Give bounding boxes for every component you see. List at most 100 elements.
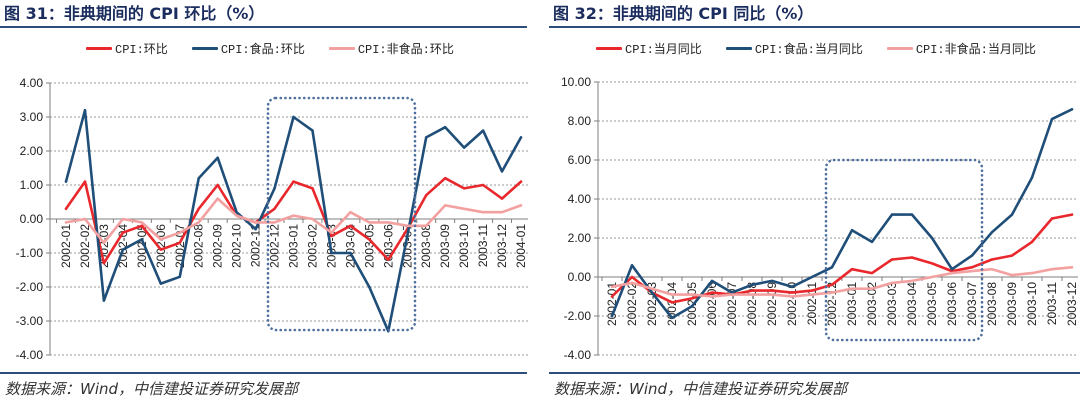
data-point: [481, 129, 485, 132]
x-tick-label: 2002-02: [625, 282, 639, 326]
header-rule: [549, 26, 1080, 28]
data-point: [710, 279, 714, 283]
y-tick-label: 1.00: [20, 178, 44, 192]
data-point: [810, 293, 814, 296]
data-point: [830, 266, 834, 269]
data-point: [950, 268, 954, 271]
legend-swatch-line: [596, 46, 622, 50]
data-point: [970, 254, 974, 257]
x-tick-label: 2003-08: [985, 282, 999, 326]
data-point: [311, 129, 314, 132]
data-point: [83, 180, 87, 183]
data-point: [349, 211, 352, 214]
data-point: [330, 251, 333, 255]
data-point: [1050, 217, 1054, 220]
data-point: [710, 295, 714, 298]
data-point: [1070, 108, 1074, 111]
series-1: [610, 108, 1074, 320]
x-tick-label: 2002-04: [665, 282, 679, 326]
x-tick-label: 2003-10: [457, 224, 471, 268]
x-tick-label: 2003-11: [476, 224, 490, 267]
x-tick-label: 2004-01: [514, 224, 528, 268]
data-point: [519, 180, 523, 183]
data-point: [197, 177, 200, 180]
data-point: [425, 136, 428, 139]
data-point: [890, 281, 894, 285]
data-point: [910, 256, 914, 259]
x-tick-label: 2003-06: [381, 224, 395, 268]
x-tick-label: 2002-10: [230, 224, 244, 268]
data-point: [750, 283, 754, 286]
data-point: [64, 221, 68, 224]
x-tick-label: 2003-01: [287, 224, 301, 268]
x-tick-label: 2003-04: [905, 282, 919, 326]
data-point: [1030, 240, 1034, 244]
data-point: [178, 231, 181, 234]
data-point: [349, 251, 352, 255]
data-point: [850, 229, 854, 232]
data-point: [159, 248, 162, 251]
data-point: [850, 287, 854, 290]
data-point: [770, 279, 774, 283]
data-point: [519, 204, 523, 207]
y-tick-label: -1.00: [16, 246, 44, 260]
data-point: [83, 109, 87, 112]
data-point: [850, 268, 854, 271]
data-point: [870, 287, 874, 290]
y-tick-label: 0.00: [20, 212, 44, 226]
x-tick-label: 2002-09: [211, 224, 225, 268]
data-point: [425, 194, 428, 197]
legend-label: CPI:环比: [115, 42, 168, 57]
y-tick-label: 6.00: [568, 153, 592, 167]
data-point: [1010, 254, 1014, 257]
x-tick-label: 2003-12: [495, 224, 509, 268]
data-point: [870, 240, 874, 244]
data-point: [254, 221, 257, 224]
data-point: [273, 207, 276, 210]
legend-label: CPI:非食品:环比: [357, 42, 454, 57]
legend-item-nonfood: CPI:非食品:当月同比: [886, 40, 1036, 57]
data-point: [406, 224, 409, 227]
x-tick-label: 2003-01: [845, 282, 859, 326]
data-point: [83, 217, 87, 221]
legend-label: CPI:食品:当月同比: [754, 42, 863, 57]
data-point: [1070, 266, 1074, 269]
data-point: [1010, 273, 1014, 277]
data-point: [178, 275, 181, 278]
data-point: [630, 264, 634, 267]
y-axis: 10.00 8.00 6.00 4.00 2.00 0.00 -2.00 -4.00: [561, 75, 599, 362]
series-1: [64, 108, 523, 333]
x-axis: 2002-01 2002-02 2002-03 2002-04 2002-05 2002-…: [56, 219, 530, 268]
data-point: [444, 204, 447, 207]
series-line: [610, 213, 1074, 304]
line-chart-cpi-mom: 4.00 3.00 2.00 1.00 0.00 -1.00 -2.00 -3.00 -4.00…: [16, 76, 530, 362]
highlight-box: [824, 158, 984, 342]
data-point: [102, 262, 106, 265]
x-tick-label: 2003-09: [438, 224, 452, 268]
data-point: [910, 279, 914, 283]
data-point: [730, 291, 734, 294]
x-tick-label: 2003-12: [1065, 282, 1079, 326]
data-point: [292, 115, 295, 119]
x-tick-label: 2002-01: [59, 224, 73, 268]
data-point: [102, 241, 106, 244]
x-tick-label: 2002-09: [765, 282, 779, 326]
data-point: [140, 224, 143, 227]
y-tick-label: 2.00: [20, 144, 44, 158]
x-tick-label: 2002-10: [785, 282, 799, 326]
data-point: [64, 180, 68, 183]
footer-rule: [0, 372, 527, 374]
data-point: [970, 266, 974, 269]
data-point: [690, 297, 694, 300]
data-point: [197, 221, 200, 224]
y-tick-label: 10.00: [561, 75, 591, 89]
x-tick-label: 2002-03: [645, 282, 659, 326]
data-point: [519, 136, 523, 139]
x-tick-label: 2003-05: [362, 224, 376, 268]
data-point: [650, 291, 654, 294]
y-tick-label: 3.00: [20, 110, 44, 124]
data-point: [1050, 268, 1054, 271]
data-point: [930, 275, 934, 279]
x-tick-label: 2002-08: [192, 224, 206, 268]
data-point: [481, 183, 485, 187]
